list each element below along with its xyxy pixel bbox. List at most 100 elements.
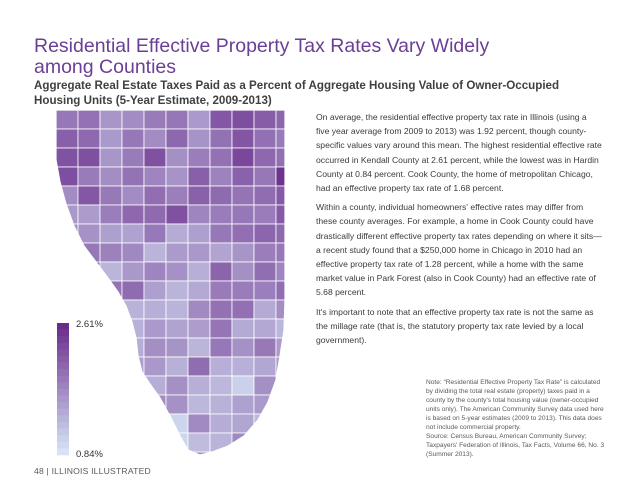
county-shape — [209, 337, 233, 358]
county-shape — [253, 166, 277, 187]
county-shape — [99, 318, 123, 339]
county-shape — [253, 318, 277, 339]
county-shape — [275, 280, 285, 301]
county-shape — [253, 204, 277, 225]
county-shape — [165, 128, 189, 149]
county-shape — [143, 394, 167, 415]
county-shape — [143, 223, 167, 244]
county-shape — [143, 147, 167, 168]
county-shape — [121, 413, 145, 434]
county-shape — [121, 299, 145, 320]
county-shape — [99, 185, 123, 206]
county-shape — [165, 356, 189, 377]
county-shape — [143, 299, 167, 320]
county-shape — [143, 337, 167, 358]
county-shape — [275, 261, 285, 282]
county-shape — [77, 185, 101, 206]
county-shape — [209, 223, 233, 244]
county-shape — [121, 432, 145, 453]
legend-step — [57, 428, 69, 436]
county-shape — [253, 110, 277, 130]
source-note: Note: “Residential Effective Property Ta… — [426, 378, 606, 459]
county-shape — [165, 261, 189, 282]
county-shape — [99, 299, 123, 320]
county-shape — [187, 413, 211, 434]
county-shape — [165, 166, 189, 187]
county-shape — [231, 280, 255, 301]
county-shape — [121, 147, 145, 168]
county-shape — [275, 413, 285, 434]
county-shape — [165, 280, 189, 301]
legend-step — [57, 362, 69, 370]
county-shape — [253, 299, 277, 320]
legend-step — [57, 435, 69, 443]
county-shape — [77, 375, 101, 396]
county-shape — [253, 413, 277, 434]
body-text: On average, the residential effective pr… — [316, 110, 602, 352]
county-shape — [253, 147, 277, 168]
county-shape — [209, 375, 233, 396]
county-shape — [253, 261, 277, 282]
county-shape — [121, 280, 145, 301]
county-shape — [99, 166, 123, 187]
legend-max-label: 2.61% — [76, 319, 103, 330]
county-shape — [121, 185, 145, 206]
county-shape — [209, 356, 233, 377]
county-shape — [253, 451, 277, 455]
county-shape — [275, 128, 285, 149]
county-shape — [99, 280, 123, 301]
county-shape — [56, 147, 79, 168]
legend-step — [57, 329, 69, 337]
county-shape — [275, 394, 285, 415]
legend-step — [57, 395, 69, 403]
county-shape — [77, 394, 101, 415]
county-shape — [165, 242, 189, 263]
county-shape — [165, 318, 189, 339]
county-shape — [99, 413, 123, 434]
legend-step — [57, 448, 69, 456]
legend-step — [57, 422, 69, 429]
county-shape — [143, 110, 167, 130]
county-shape — [275, 299, 285, 320]
county-shape — [143, 413, 167, 434]
county-shape — [99, 394, 123, 415]
county-grid — [56, 110, 285, 455]
county-shape — [231, 147, 255, 168]
county-shape — [121, 337, 145, 358]
county-shape — [77, 147, 101, 168]
county-shape — [275, 375, 285, 396]
legend-step — [57, 408, 69, 416]
county-shape — [56, 185, 79, 206]
county-shape — [121, 166, 145, 187]
county-shape — [77, 337, 101, 358]
county-shape — [121, 110, 145, 130]
county-shape — [99, 375, 123, 396]
county-shape — [187, 375, 211, 396]
county-shape — [231, 394, 255, 415]
county-shape — [275, 110, 285, 130]
county-shape — [253, 394, 277, 415]
county-shape — [143, 204, 167, 225]
county-shape — [187, 394, 211, 415]
county-shape — [143, 242, 167, 263]
county-shape — [121, 204, 145, 225]
county-shape — [275, 337, 285, 358]
paragraph: On average, the residential effective pr… — [316, 112, 602, 194]
county-shape — [187, 242, 211, 263]
county-shape — [121, 223, 145, 244]
county-shape — [165, 204, 189, 225]
county-shape — [143, 280, 167, 301]
legend-step — [57, 402, 69, 410]
county-shape — [275, 318, 285, 339]
county-shape — [56, 299, 79, 320]
county-shape — [231, 432, 255, 453]
county-shape — [187, 451, 211, 455]
county-shape — [253, 185, 277, 206]
county-shape — [165, 299, 189, 320]
county-shape — [165, 432, 189, 453]
legend-step — [57, 415, 69, 423]
county-shape — [231, 185, 255, 206]
legend-step — [57, 336, 69, 344]
paragraph: It's important to note that an effective… — [316, 306, 594, 346]
